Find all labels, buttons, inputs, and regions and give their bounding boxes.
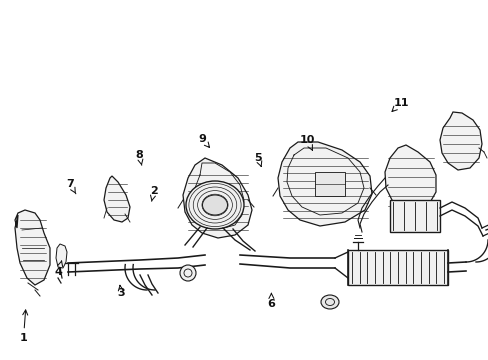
Text: 2: 2 [150, 186, 158, 201]
Polygon shape [384, 145, 435, 212]
Text: 11: 11 [391, 98, 408, 112]
Ellipse shape [202, 195, 227, 215]
Text: 3: 3 [117, 285, 125, 298]
Text: 8: 8 [135, 150, 143, 165]
Polygon shape [183, 158, 251, 238]
Text: 4: 4 [55, 261, 62, 277]
Bar [347, 250, 447, 285]
Polygon shape [15, 210, 50, 285]
Text: 7: 7 [66, 179, 76, 194]
Bar [389, 200, 439, 232]
Polygon shape [104, 176, 130, 222]
Text: 5: 5 [254, 153, 262, 167]
Bar [314, 172, 345, 196]
Text: 9: 9 [198, 134, 209, 148]
Circle shape [180, 265, 196, 281]
Text: 6: 6 [267, 293, 275, 309]
Text: 10: 10 [299, 135, 314, 150]
Ellipse shape [320, 295, 338, 309]
Polygon shape [56, 244, 67, 268]
Ellipse shape [185, 181, 244, 229]
Polygon shape [439, 112, 481, 170]
Text: 1: 1 [20, 310, 28, 343]
Polygon shape [278, 142, 371, 226]
